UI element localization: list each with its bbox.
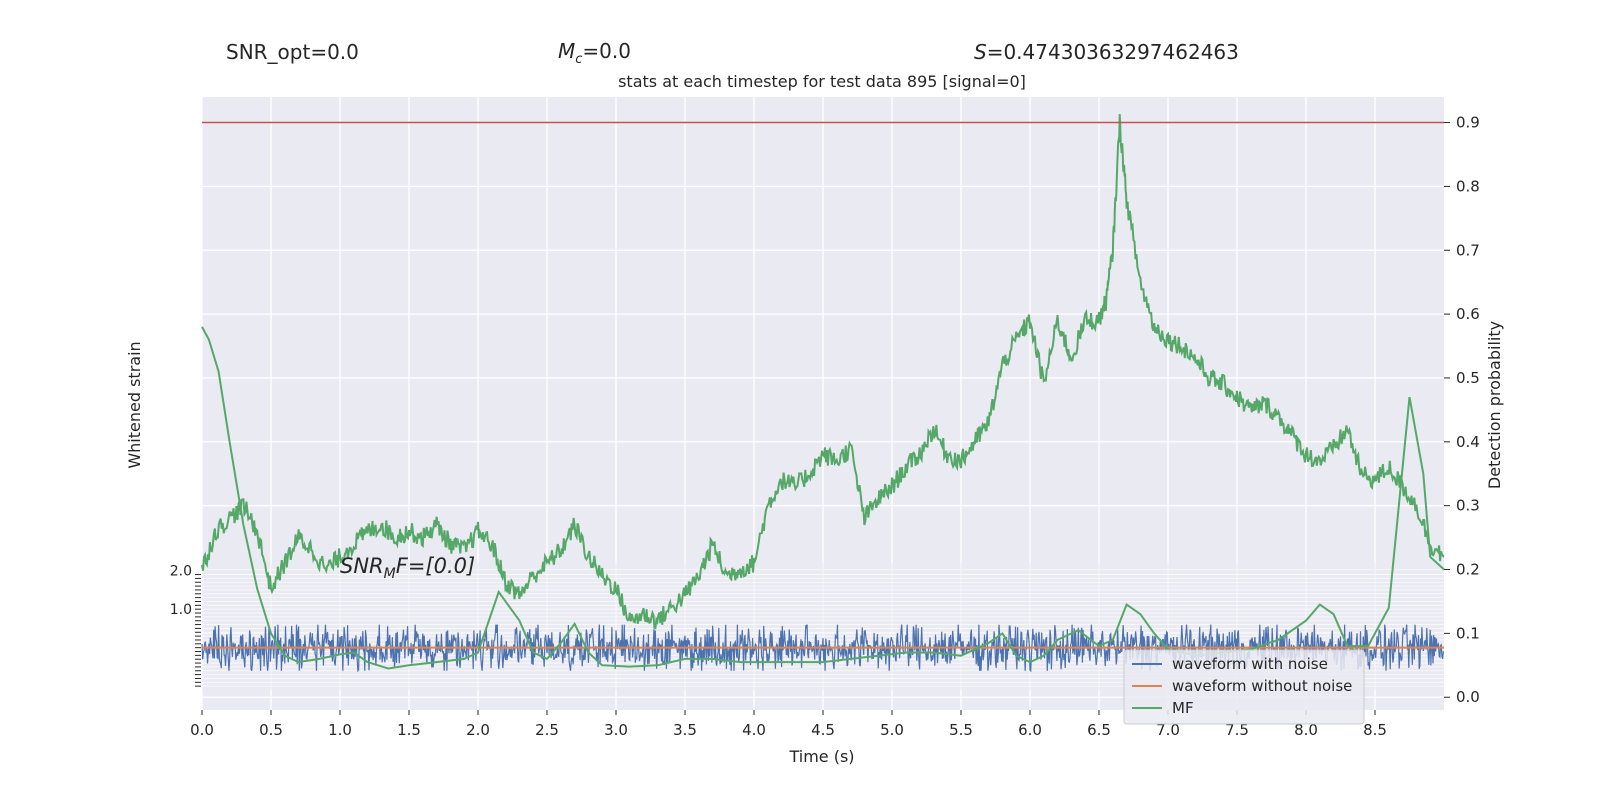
x-axis-ticks: 0.0 0.5 1.0 1.5 2.0 2.5 3.0 3.5 4.0 4.5 5.0 5.5 6.0 6… bbox=[190, 710, 1387, 739]
y-right-tick-label-7: 0.7 bbox=[1456, 241, 1480, 259]
legend-label-noise: waveform with noise bbox=[1172, 655, 1328, 673]
x-tick-label-3: 1.5 bbox=[397, 721, 421, 739]
y-right-tick-label-3: 0.3 bbox=[1456, 497, 1480, 515]
x-tick-label-9: 4.5 bbox=[811, 721, 835, 739]
score-label: S=0.47430363297462463 bbox=[974, 40, 1239, 64]
chirp-mass-label: Mc=0.0 bbox=[558, 39, 631, 67]
x-tick-label-4: 2.0 bbox=[466, 721, 490, 739]
y-right-tick-label-2: 0.2 bbox=[1456, 561, 1480, 579]
y-axis-right-ticks: 0.0 0.1 0.2 0.3 0.4 0.5 0.6 0.7 0.8 0.9 bbox=[1444, 114, 1480, 706]
x-tick-label-11: 5.5 bbox=[949, 721, 973, 739]
series-detection-probability bbox=[201, 114, 1445, 630]
legend: waveform with noise waveform without noi… bbox=[1123, 649, 1365, 725]
y-right-tick-label-8: 0.8 bbox=[1456, 177, 1480, 195]
y-right-tick-label-1: 0.1 bbox=[1456, 624, 1480, 642]
chart-title: stats at each timestep for test data 895… bbox=[618, 72, 1026, 91]
legend-label-mf: MF bbox=[1172, 699, 1194, 717]
x-tick-label-1: 0.5 bbox=[259, 721, 283, 739]
x-tick-label-0: 0.0 bbox=[190, 721, 214, 739]
x-tick-label-16: 8.0 bbox=[1294, 721, 1318, 739]
x-tick-label-7: 3.5 bbox=[673, 721, 697, 739]
legend-label-clean: waveform without noise bbox=[1172, 677, 1352, 695]
y-right-tick-label-4: 0.4 bbox=[1456, 433, 1480, 451]
x-tick-label-14: 7.0 bbox=[1156, 721, 1180, 739]
y-right-tick-label-0: 0.0 bbox=[1456, 688, 1480, 706]
x-tick-label-12: 6.0 bbox=[1018, 721, 1042, 739]
legend-box bbox=[1123, 649, 1365, 725]
snr-mf-annotation: SNRMF=[0.0] bbox=[340, 554, 475, 582]
x-tick-label-15: 7.5 bbox=[1225, 721, 1249, 739]
y-right-tick-label-5: 0.5 bbox=[1456, 369, 1480, 387]
x-tick-label-2: 1.0 bbox=[328, 721, 352, 739]
x-tick-label-8: 4.0 bbox=[742, 721, 766, 739]
y-axis-left-label: Whitened strain bbox=[125, 341, 144, 468]
y-right-tick-label-9: 0.9 bbox=[1456, 114, 1480, 132]
strain-tick-label-0: 2.0 bbox=[170, 564, 192, 580]
x-tick-label-13: 6.5 bbox=[1087, 721, 1111, 739]
x-tick-label-10: 5.0 bbox=[880, 721, 904, 739]
y-right-tick-label-6: 0.6 bbox=[1456, 305, 1480, 323]
series-mf bbox=[201, 326, 1445, 670]
x-axis-label: Time (s) bbox=[788, 747, 854, 766]
x-tick-label-5: 2.5 bbox=[535, 721, 559, 739]
x-tick-label-6: 3.0 bbox=[604, 721, 628, 739]
strain-tick-label-1: 1.0 bbox=[170, 602, 192, 618]
snr-opt-label: SNR_opt=0.0 bbox=[226, 40, 359, 64]
y-axis-right-label: Detection probability bbox=[1485, 321, 1504, 489]
x-tick-label-17: 8.5 bbox=[1363, 721, 1387, 739]
